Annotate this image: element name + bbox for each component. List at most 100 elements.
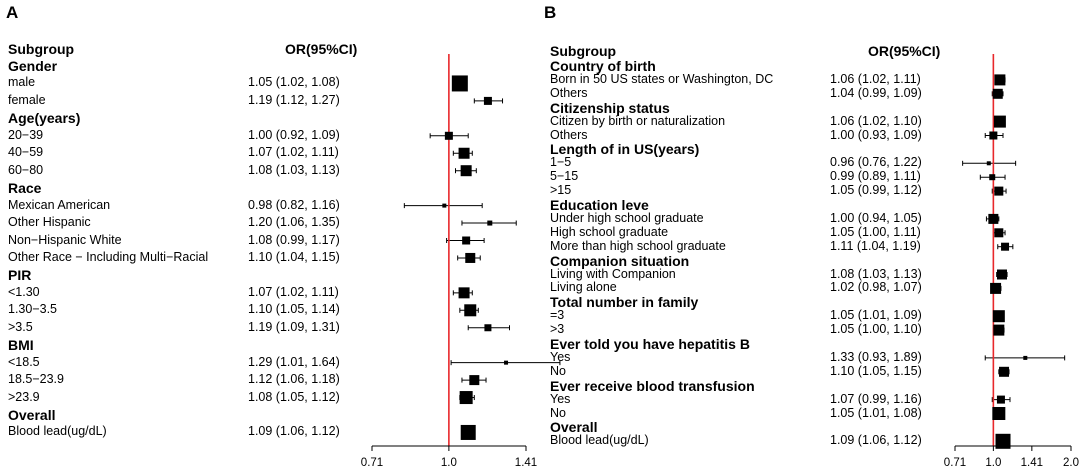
panel-b-or-value: 1.05 (0.99, 1.12) bbox=[830, 183, 922, 198]
panel-b-or-value: 0.99 (0.89, 1.11) bbox=[830, 169, 921, 184]
panel-a-or-header: OR(95%CI) bbox=[285, 41, 358, 57]
panel-a-group-label: BMI bbox=[8, 337, 34, 354]
panel-b-row-label: Citizen by birth or naturalization bbox=[550, 113, 726, 128]
panel-b-row-label: Living alone bbox=[550, 280, 617, 295]
panel-a-row-label: female bbox=[8, 92, 46, 107]
panel-b-row-label: >15 bbox=[550, 183, 572, 198]
panel-a-tick-label: 1.41 bbox=[514, 457, 538, 469]
panel-b-row-label: Others bbox=[550, 85, 588, 100]
panel-a-point-estimate bbox=[465, 252, 476, 263]
panel-a-or-value: 1.19 (1.12, 1.27) bbox=[248, 92, 340, 107]
panel-b-group-label: Companion situation bbox=[550, 252, 690, 269]
panel-a-row-label: 18.5−23.9 bbox=[8, 372, 64, 387]
panel-a-or-value: 1.05 (1.02, 1.08) bbox=[248, 75, 340, 90]
panel-a-or-value: 1.20 (1.06, 1.35) bbox=[248, 215, 340, 230]
panel-b-or-value: 1.05 (1.00, 1.11) bbox=[830, 224, 921, 239]
panel-b-or-value: 1.11 (1.04, 1.19) bbox=[830, 238, 921, 253]
panel-a-point-estimate bbox=[483, 96, 492, 105]
panel-b-point-estimate bbox=[994, 74, 1006, 86]
panel-a-row-label: Non−Hispanic White bbox=[8, 232, 122, 247]
panel-a-point-estimate bbox=[469, 375, 480, 386]
panel-a-point-estimate bbox=[459, 391, 473, 405]
panel-a-row-label: Mexican American bbox=[8, 197, 111, 212]
panel-a-or-value: 1.09 (1.06, 1.12) bbox=[248, 424, 340, 439]
panel-b-point-estimate bbox=[999, 366, 1010, 377]
panel-a-label: A bbox=[6, 3, 19, 22]
panel-b-label: B bbox=[544, 3, 557, 22]
panel-b-or-value: 1.10 (1.05, 1.15) bbox=[830, 363, 922, 378]
panel-b-or-value: 1.00 (0.94, 1.05) bbox=[830, 210, 922, 225]
panel-b-or-value: 1.06 (1.02, 1.11) bbox=[830, 71, 921, 86]
panel-a-row-label: 1.30−3.5 bbox=[8, 302, 58, 317]
panel-b-point-estimate bbox=[990, 282, 1002, 294]
panel-a-group-label: PIR bbox=[8, 267, 32, 284]
panel-a-point-estimate bbox=[442, 203, 447, 208]
panel-b-row-label: 5−15 bbox=[550, 169, 579, 184]
panel-b-tick-label: 1.41 bbox=[1020, 457, 1044, 469]
panel-b-point-estimate bbox=[989, 174, 996, 181]
panel-b-row-label: Yes bbox=[550, 349, 571, 364]
panel-a-point-estimate bbox=[462, 236, 471, 245]
panel-a-or-value: 1.08 (1.05, 1.12) bbox=[248, 389, 340, 404]
panel-a-or-value: 1.08 (1.03, 1.13) bbox=[248, 162, 340, 177]
panel-a-or-value: 1.10 (1.04, 1.15) bbox=[248, 249, 340, 264]
panel-a-point-estimate bbox=[504, 360, 509, 365]
panel-b-point-estimate bbox=[989, 131, 998, 140]
panel-a-or-value: 1.07 (1.02, 1.11) bbox=[248, 145, 339, 160]
panel-b-row-label: 1−5 bbox=[550, 155, 572, 170]
panel-b-row-label: Blood lead(ug/dL) bbox=[550, 433, 649, 448]
panel-b-or-value: 1.33 (0.93, 1.89) bbox=[830, 349, 922, 364]
panel-b-row-label: Living with Companion bbox=[550, 266, 676, 281]
panel-a-point-estimate bbox=[458, 287, 470, 299]
panel-a-point-estimate bbox=[464, 304, 477, 317]
panel-b-point-estimate bbox=[992, 88, 1003, 99]
panel-a-row-label: 40−59 bbox=[8, 145, 44, 160]
panel-b-or-value: 1.04 (0.99, 1.09) bbox=[830, 85, 922, 100]
panel-a-subgroup-header: Subgroup bbox=[8, 41, 75, 57]
panel-b-group-label: Country of birth bbox=[550, 58, 656, 74]
panel-a-row-label: <18.5 bbox=[8, 354, 40, 369]
panel-b-point-estimate bbox=[986, 161, 991, 166]
panel-b-or-value: 0.96 (0.76, 1.22) bbox=[830, 155, 922, 170]
panel-a-point-estimate bbox=[458, 147, 470, 159]
panel-a-row-label: >3.5 bbox=[8, 319, 33, 334]
panel-b-group-label: Total number in family bbox=[550, 294, 699, 311]
panel-b-point-estimate bbox=[994, 186, 1004, 196]
panel-b-or-header: OR(95%CI) bbox=[868, 43, 941, 59]
panel-b-point-estimate bbox=[992, 310, 1005, 323]
panel-a-row-label: <1.30 bbox=[8, 284, 40, 299]
panel-a-group-label: Gender bbox=[8, 58, 58, 74]
panel-a-point-estimate bbox=[484, 324, 492, 332]
panel-b-group-label: Citizenship status bbox=[550, 99, 670, 116]
panel-a-point-estimate bbox=[444, 131, 453, 140]
panel-a-group-label: Race bbox=[8, 180, 42, 197]
panel-b-point-estimate bbox=[996, 395, 1005, 404]
panel-b-tick-label: 1.0 bbox=[985, 457, 1002, 469]
panel-a-tick-label: 0.71 bbox=[360, 457, 384, 469]
panel-b-or-value: 1.05 (1.00, 1.10) bbox=[830, 322, 922, 337]
panel-a-point-estimate bbox=[451, 75, 468, 92]
panel-b-or-value: 1.09 (1.06, 1.12) bbox=[830, 433, 922, 448]
panel-a-row-label: male bbox=[8, 75, 36, 90]
panel-b-point-estimate bbox=[993, 324, 1005, 336]
panel-b-row-label: Yes bbox=[550, 391, 571, 406]
panel-a-row-label: Other Race − Including Multi−Racial bbox=[8, 249, 209, 264]
panel-b-or-value: 1.06 (1.02, 1.10) bbox=[830, 113, 922, 128]
panel-a-or-value: 1.08 (0.99, 1.17) bbox=[248, 232, 340, 247]
panel-b-group-label: Education leve bbox=[550, 197, 649, 213]
panel-b-group-label: Length of in US(years) bbox=[550, 141, 700, 158]
panel-a-group-label: Overall bbox=[8, 407, 56, 423]
panel-b-or-value: 1.07 (0.99, 1.16) bbox=[830, 391, 922, 406]
panel-a-row-label: >23.9 bbox=[8, 389, 40, 404]
panel-b-point-estimate bbox=[993, 115, 1006, 128]
panel-a-or-value: 1.12 (1.06, 1.18) bbox=[248, 372, 340, 387]
panel-b-point-estimate bbox=[994, 228, 1004, 238]
panel-b-subgroup-header: Subgroup bbox=[550, 43, 617, 59]
panel-b-row-label: More than high school graduate bbox=[550, 238, 726, 253]
panel-b-point-estimate bbox=[1001, 242, 1010, 251]
panel-b-point-estimate bbox=[996, 269, 1007, 280]
panel-b-row-label: Others bbox=[550, 127, 588, 142]
panel-b-point-estimate bbox=[995, 433, 1011, 449]
panel-a-row-label: 60−80 bbox=[8, 162, 44, 177]
